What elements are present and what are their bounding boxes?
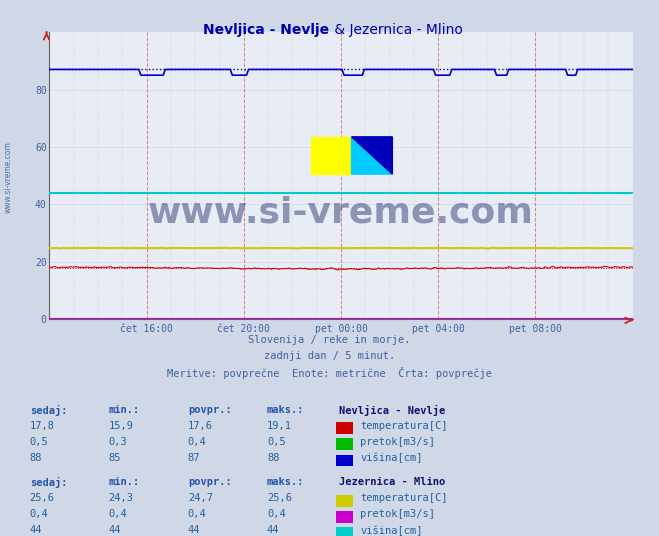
Text: višina[cm]: višina[cm] [360,525,423,535]
Text: 44: 44 [267,525,279,535]
Text: Nevljica - Nevlje: Nevljica - Nevlje [339,405,445,416]
Polygon shape [351,137,392,174]
Text: Meritve: povprečne  Enote: metrične  Črta: povprečje: Meritve: povprečne Enote: metrične Črta:… [167,367,492,379]
Text: 17,6: 17,6 [188,421,213,431]
Text: 44: 44 [30,525,42,535]
Text: sedaj:: sedaj: [30,477,67,488]
Text: čet 20:00: čet 20:00 [217,324,270,334]
Text: 15,9: 15,9 [109,421,134,431]
Text: maks.:: maks.: [267,405,304,415]
Text: 0,4: 0,4 [188,509,206,519]
Text: 0,4: 0,4 [30,509,48,519]
Text: & Jezernica - Mlino: & Jezernica - Mlino [330,23,463,36]
Text: min.:: min.: [109,477,140,487]
Text: 88: 88 [30,453,42,463]
Text: 0,4: 0,4 [188,437,206,447]
Text: Slovenija / reke in morje.: Slovenija / reke in morje. [248,335,411,345]
Text: 44: 44 [188,525,200,535]
Text: temperatura[C]: temperatura[C] [360,421,448,431]
Text: maks.:: maks.: [267,477,304,487]
Text: višina[cm]: višina[cm] [360,453,423,463]
Text: pet 08:00: pet 08:00 [509,324,562,334]
Text: 85: 85 [109,453,121,463]
Bar [310,137,351,174]
Text: 17,8: 17,8 [30,421,55,431]
Text: www.si-vreme.com: www.si-vreme.com [148,196,534,230]
Text: 25,6: 25,6 [267,493,292,503]
Text: povpr.:: povpr.: [188,477,231,487]
Polygon shape [351,137,392,174]
Text: 44: 44 [109,525,121,535]
Text: 0,4: 0,4 [109,509,127,519]
Text: 24,3: 24,3 [109,493,134,503]
Text: 24,7: 24,7 [188,493,213,503]
Text: 25,6: 25,6 [30,493,55,503]
Text: sedaj:: sedaj: [30,405,67,416]
Text: čet 16:00: čet 16:00 [120,324,173,334]
Text: min.:: min.: [109,405,140,415]
Text: 87: 87 [188,453,200,463]
Text: 0,3: 0,3 [109,437,127,447]
Text: povpr.:: povpr.: [188,405,231,415]
Text: 88: 88 [267,453,279,463]
Text: pet 00:00: pet 00:00 [314,324,368,334]
Text: pretok[m3/s]: pretok[m3/s] [360,509,436,519]
Text: temperatura[C]: temperatura[C] [360,493,448,503]
Text: Nevljica - Nevlje: Nevljica - Nevlje [204,23,330,36]
Text: 0,4: 0,4 [267,509,285,519]
Text: 19,1: 19,1 [267,421,292,431]
Text: Jezernica - Mlino: Jezernica - Mlino [339,477,445,487]
Text: pet 04:00: pet 04:00 [412,324,465,334]
Text: 0,5: 0,5 [267,437,285,447]
Text: 0,5: 0,5 [30,437,48,447]
Text: www.si-vreme.com: www.si-vreme.com [3,141,13,213]
Text: zadnji dan / 5 minut.: zadnji dan / 5 minut. [264,351,395,361]
Text: pretok[m3/s]: pretok[m3/s] [360,437,436,447]
